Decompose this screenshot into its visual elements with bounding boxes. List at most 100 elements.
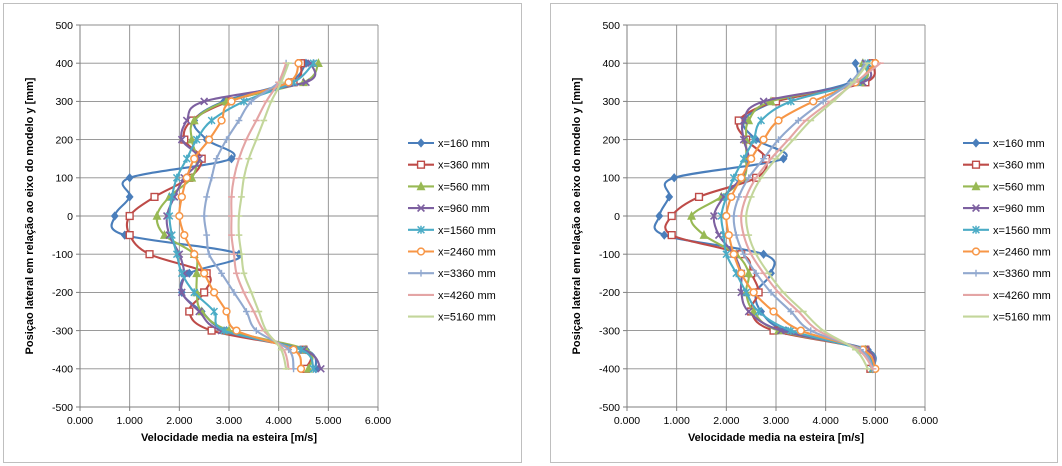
data-point <box>182 116 191 125</box>
y-tick-label: -300 <box>52 325 73 337</box>
y-tick-label: -100 <box>599 249 620 261</box>
data-point <box>737 269 746 278</box>
y-axis-label: Posiçao lateral em relação ao eixo do mo… <box>24 77 36 354</box>
y-tick-label: 100 <box>55 173 73 185</box>
data-point <box>787 308 795 315</box>
chart-0: 0.000 1.000 2.000 3.000 4.000 5.000 6.000 -500 -… <box>24 20 496 444</box>
data-point <box>737 173 746 182</box>
legend-label: x=560 mm <box>438 181 490 193</box>
data-point <box>735 193 743 201</box>
legend-marker <box>416 160 426 169</box>
data-point <box>125 211 134 221</box>
data-point <box>200 212 208 220</box>
data-point <box>744 307 753 316</box>
data-point <box>744 115 754 125</box>
data-point <box>667 211 676 221</box>
legend-marker <box>417 269 425 277</box>
legend-label: x=4260 mm <box>438 290 496 302</box>
data-point <box>809 97 818 106</box>
data-point <box>660 230 669 240</box>
data-point <box>724 230 733 240</box>
y-tick-label: 100 <box>602 173 620 185</box>
data-point <box>200 269 209 278</box>
x-tick-label: 0.000 <box>614 415 640 427</box>
data-point <box>177 135 186 144</box>
data-point <box>145 250 154 259</box>
data-point <box>205 250 213 258</box>
y-tick-label: 200 <box>602 134 620 146</box>
legend-label: x=5160 mm <box>438 312 496 324</box>
data-point <box>180 230 189 240</box>
data-point <box>227 97 236 106</box>
y-tick-label: 400 <box>602 58 620 70</box>
data-point <box>699 230 709 239</box>
data-point <box>222 307 231 316</box>
data-point <box>110 211 119 221</box>
data-point <box>759 249 768 259</box>
y-tick-label: 400 <box>55 58 73 70</box>
data-point <box>182 154 191 163</box>
x-axis-label: Velocidade media na esteira [m/s] <box>688 432 864 444</box>
y-tick-label: -400 <box>599 364 620 376</box>
x-tick-label: 0.000 <box>67 415 93 427</box>
y-tick-label: 200 <box>55 134 73 146</box>
legend-marker <box>417 138 425 148</box>
legend-entry: x=1560 mm <box>408 225 496 237</box>
y-tick-label: -200 <box>52 287 73 299</box>
series-8 <box>742 62 872 370</box>
data-point <box>732 231 740 239</box>
data-point <box>195 307 204 316</box>
data-point <box>747 154 756 163</box>
legend-label: x=960 mm <box>993 203 1045 215</box>
legend-entry: x=960 mm <box>963 203 1045 215</box>
legend-label: x=2460 mm <box>993 247 1051 259</box>
data-point <box>159 230 169 239</box>
legend-label: x=3360 mm <box>993 268 1051 280</box>
data-point <box>694 192 704 202</box>
data-point <box>316 364 325 373</box>
legend-label: x=360 mm <box>438 160 490 172</box>
data-point <box>232 326 241 335</box>
x-tick-label: 6.000 <box>912 415 938 427</box>
data-point <box>749 288 758 297</box>
data-point <box>794 117 802 124</box>
legend-entry: x=2460 mm <box>408 247 496 259</box>
legend-entry: x=4260 mm <box>408 290 496 302</box>
data-point <box>185 268 194 278</box>
data-point <box>284 78 293 87</box>
data-point <box>729 173 738 182</box>
data-point <box>819 98 827 105</box>
data-point <box>667 230 676 240</box>
x-tick-label: 2.000 <box>713 415 739 427</box>
data-point <box>207 326 216 335</box>
y-tick-label: -500 <box>52 402 73 414</box>
data-point <box>207 116 216 125</box>
legend-marker <box>417 204 425 213</box>
data-point <box>217 116 226 125</box>
legend-label: x=2460 mm <box>438 247 496 259</box>
y-tick-label: 0 <box>67 211 73 223</box>
data-point <box>727 192 736 202</box>
legend-label: x=960 mm <box>438 203 490 215</box>
data-point <box>218 269 225 277</box>
legend-entry: x=560 mm <box>963 181 1045 193</box>
data-point <box>192 135 201 144</box>
legend-marker <box>972 225 980 234</box>
data-point <box>774 116 783 125</box>
data-point <box>177 192 186 202</box>
legend-entry: x=560 mm <box>408 181 490 193</box>
data-point <box>786 97 795 106</box>
x-tick-label: 5.000 <box>315 415 341 427</box>
data-point <box>204 135 214 144</box>
data-point <box>190 288 199 297</box>
legend-label: x=1560 mm <box>993 225 1051 237</box>
y-tick-label: 500 <box>55 20 73 32</box>
data-point <box>722 211 731 221</box>
legend-entry: x=5160 mm <box>408 312 496 324</box>
y-tick-label: -100 <box>52 249 73 261</box>
data-point <box>766 96 776 106</box>
series-5 <box>175 59 306 373</box>
data-point <box>223 136 230 143</box>
chart-1: 0.000 1.000 2.000 3.000 4.000 5.000 6.000 -500 -… <box>571 20 1051 444</box>
